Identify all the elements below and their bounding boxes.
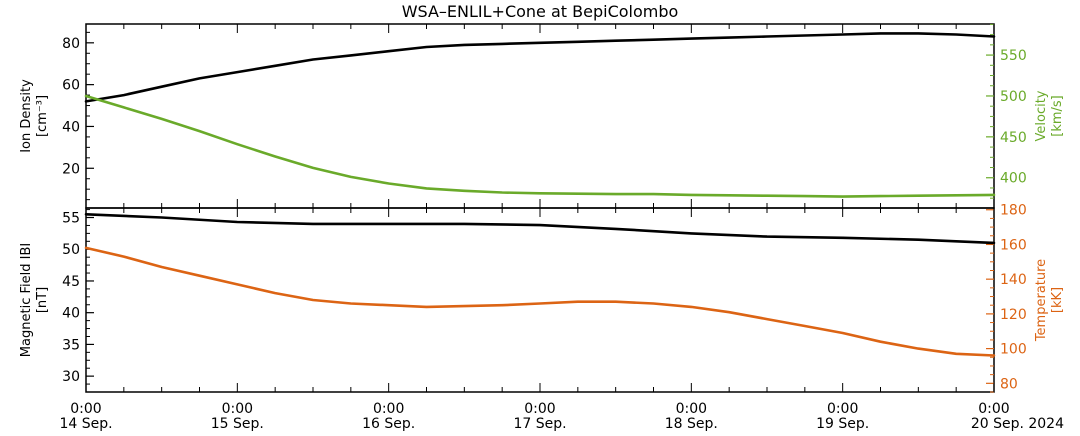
x-tick-time: 0:00 — [70, 401, 101, 417]
x-tick-date: 18 Sep. — [665, 416, 718, 432]
temperature-axis-unit: [kK] — [1050, 287, 1065, 313]
right-tick-label: 100 — [1000, 342, 1027, 358]
chart-title: WSA–ENLIL+Cone at BepiColombo — [402, 2, 679, 21]
left-tick-label: 60 — [62, 78, 80, 94]
x-tick-time: 0:00 — [676, 401, 707, 417]
x-tick-date: 19 Sep. — [816, 416, 869, 432]
right-tick-label: 120 — [1000, 307, 1027, 323]
panel-1-frame — [85, 23, 995, 209]
left-tick-label: 35 — [62, 337, 80, 353]
right-tick-label: 80 — [1000, 376, 1018, 392]
left-tick-label: 40 — [62, 119, 80, 135]
panel-ion-density-velocity: 20 40 60 80 400 450 500 550 Ion Density [cm⁻³]… — [19, 23, 1065, 209]
x-tick-time: 0:00 — [827, 401, 858, 417]
right-tick-label: 450 — [1000, 130, 1027, 146]
x-tick-date: 20 Sep. 2024 — [971, 416, 1064, 432]
panel-1-right-axis: 400 450 500 550 — [986, 23, 1027, 199]
panel-2-x-axis-ticks — [85, 208, 995, 392]
series-line-ion-density — [84, 32, 996, 103]
series-line-temperature — [84, 246, 996, 357]
panel-1-series — [84, 32, 996, 198]
panel-2-right-axis: 80 100 120 140 160 180 — [986, 203, 1027, 393]
left-tick-label: 45 — [62, 274, 80, 290]
panel-2-frame — [85, 207, 995, 393]
x-tick-time: 0:00 — [222, 401, 253, 417]
magnetic-field-axis-unit: [nT] — [35, 287, 50, 313]
panel-1-left-axis: 20 40 60 80 — [62, 31, 94, 201]
ion-density-axis-title: Ion Density — [19, 79, 34, 153]
right-tick-label: 180 — [1000, 203, 1027, 219]
x-tick-time: 0:00 — [373, 401, 404, 417]
velocity-axis-unit: [km/s] — [1050, 95, 1065, 137]
panel-2-series — [84, 213, 996, 357]
panel-2-left-axis: 30 35 40 45 50 55 — [62, 209, 94, 393]
panel-1-x-axis-ticks — [85, 24, 995, 208]
left-tick-label: 40 — [62, 306, 80, 322]
right-tick-label: 550 — [1000, 48, 1027, 64]
x-tick-time: 0:00 — [524, 401, 555, 417]
ion-density-axis-unit: [cm⁻³] — [35, 95, 50, 137]
series-line-velocity — [84, 94, 996, 198]
left-tick-label: 30 — [62, 369, 80, 385]
magnetic-field-axis-title: Magnetic Field IBI — [19, 243, 34, 357]
right-tick-label: 500 — [1000, 89, 1027, 105]
x-tick-time: 0:00 — [978, 401, 1009, 417]
left-tick-label: 55 — [62, 211, 80, 227]
x-tick-date: 14 Sep. — [59, 416, 112, 432]
right-tick-label: 400 — [1000, 171, 1027, 187]
x-tick-date: 17 Sep. — [513, 416, 566, 432]
panel-magnetic-field-temperature: 30 35 40 45 50 55 80 100 120 140 160 180 Magnetic … — [19, 203, 1065, 393]
left-tick-label: 80 — [62, 36, 80, 52]
left-tick-label: 50 — [62, 242, 80, 258]
velocity-axis-title: Velocity — [1034, 90, 1049, 141]
temperature-axis-title: Temperature — [1034, 259, 1049, 342]
x-tick-date: 16 Sep. — [362, 416, 415, 432]
series-line-magnetic-field-ibi — [84, 213, 996, 245]
right-tick-label: 160 — [1000, 237, 1027, 253]
left-tick-label: 20 — [62, 161, 80, 177]
right-tick-label: 140 — [1000, 272, 1027, 288]
x-tick-date: 15 Sep. — [211, 416, 264, 432]
